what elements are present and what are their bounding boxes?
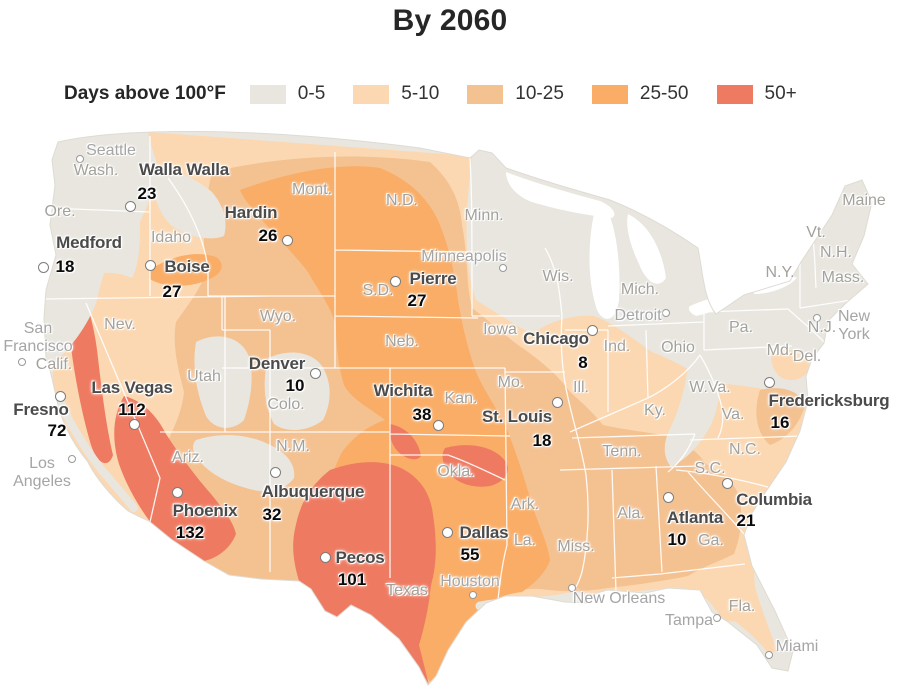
legend-bin-0: 0-5 [249, 83, 326, 105]
region-0-5-socal-coast [56, 396, 138, 512]
region-10-25-virginia [756, 388, 805, 445]
legend-swatch-50plus [716, 84, 753, 104]
region-0-5-colorado-plateau [193, 435, 295, 492]
legend-bin-3: 25-50 [591, 83, 689, 105]
legend-bin-label: 50+ [764, 83, 797, 104]
region-25-50-snake-plain [150, 254, 222, 286]
us-outline [43, 130, 873, 686]
legend-bin-2: 10-25 [467, 83, 564, 105]
page-title: By 2060 [392, 4, 508, 37]
legend-bin-label: 25-50 [639, 83, 689, 104]
region-50plus-nm-tx-border [389, 424, 421, 460]
region-0-5-northern-rockies [150, 162, 226, 239]
legend-bin-label: 10-25 [515, 83, 564, 104]
region-0-5-northwest [44, 136, 131, 366]
region-5-10-delmarva [771, 349, 810, 381]
state-borders [44, 136, 853, 601]
legend: Days above 100°F 0-5 5-10 10-25 25-50 50… [64, 83, 811, 105]
region-0-5-appalachia [664, 348, 719, 467]
legend-bin-1: 5-10 [353, 83, 439, 105]
legend-swatch-5-10 [353, 84, 390, 104]
legend-bin-label: 0-5 [297, 83, 326, 104]
lake-michigan [589, 206, 620, 319]
region-0-5-utah [194, 336, 252, 428]
region-50plus-southwest [114, 396, 236, 562]
legend-swatch-10-25 [467, 84, 504, 104]
region-0-5-colorado-rockies [264, 352, 330, 430]
legend-swatch-25-50 [591, 84, 628, 104]
legend-bin-label: 5-10 [401, 83, 440, 104]
legend-swatch-0-5 [249, 84, 286, 104]
lake-superior [506, 172, 615, 218]
legend-title: Days above 100°F [64, 83, 226, 104]
region-50plus-west-texas [293, 462, 436, 685]
great-lakes [506, 172, 797, 319]
lake-erie [688, 289, 746, 316]
region-5-10-florida-spine [714, 586, 751, 622]
legend-bin-4: 50+ [716, 83, 797, 105]
lake-huron [627, 214, 666, 284]
